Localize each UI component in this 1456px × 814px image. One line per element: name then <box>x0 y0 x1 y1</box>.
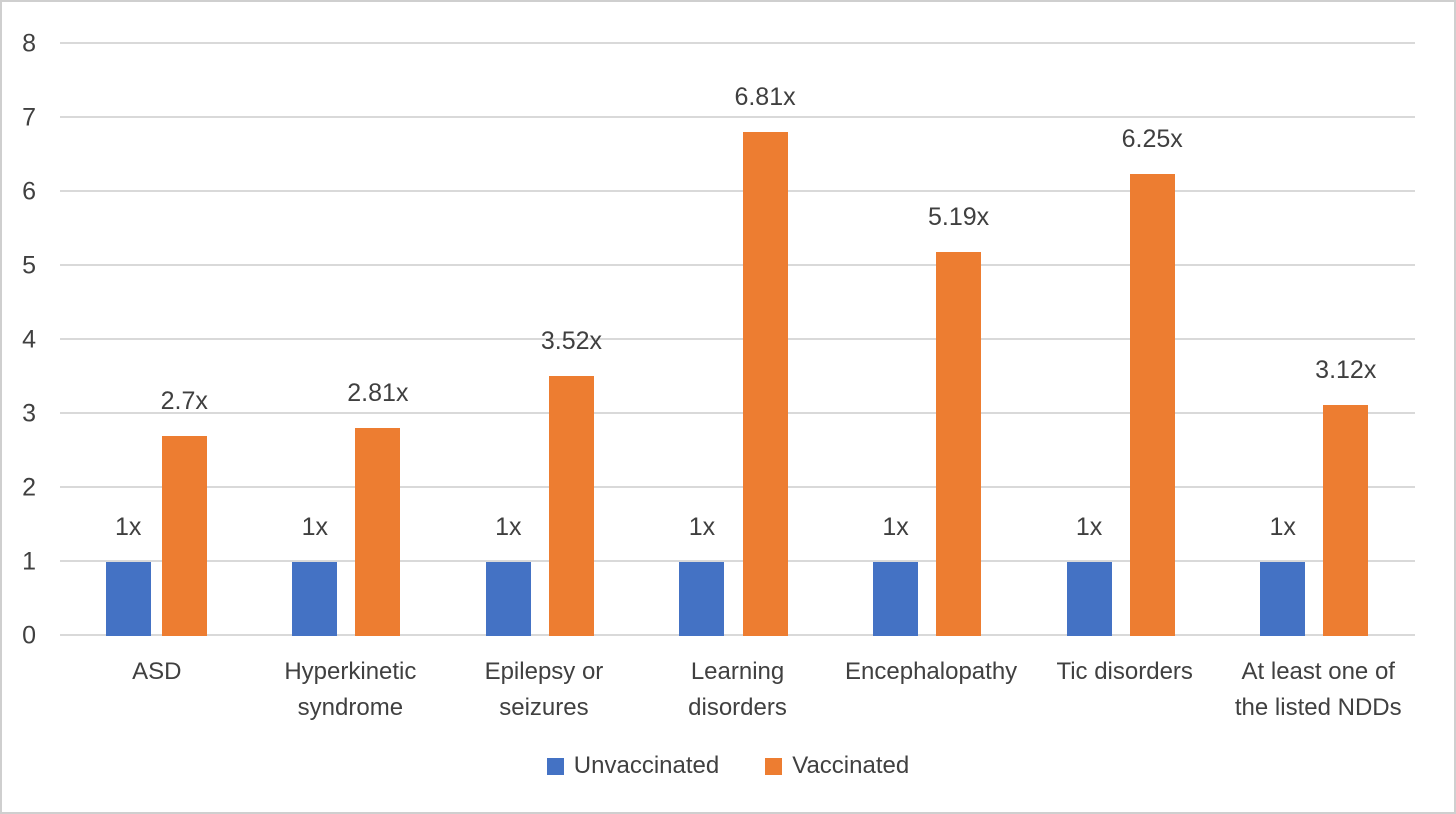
legend-swatch-icon <box>546 757 564 775</box>
data-label-unvaccinated-4: 1x <box>688 513 716 541</box>
data-label-vaccinated-7: 3.12x <box>1315 356 1377 385</box>
bar-unvaccinated-6 <box>1066 562 1112 636</box>
gridline-y-4 <box>60 338 1415 340</box>
bar-unvaccinated-4 <box>679 562 725 636</box>
x-axis-label-6: Tic disorders <box>1056 658 1193 685</box>
gridline-y-8 <box>60 42 1415 44</box>
y-tick-label-5: 5 <box>22 251 36 280</box>
x-axis-label-3: Epilepsy or seizures <box>484 658 604 721</box>
category-group-6: 1x 6.25x <box>1028 44 1222 636</box>
y-tick-label-1: 1 <box>22 547 36 576</box>
legend-label: Unvaccinated <box>573 752 720 779</box>
bar-unvaccinated-1 <box>105 562 151 636</box>
y-tick-label-3: 3 <box>22 399 36 428</box>
data-label-unvaccinated-5: 1x <box>882 513 909 541</box>
x-axis-label-2: Hyperkinetic syndrome <box>284 658 417 721</box>
data-label-unvaccinated-1: 1x <box>114 513 142 541</box>
bar-unvaccinated-3 <box>485 562 531 636</box>
bar-column-unvaccinated-1: 1x <box>105 44 151 636</box>
gridline-y-0 <box>60 634 1415 636</box>
bars-layer: 1x 2.7x 1x 2.81x 1x 3.52x 1x 6.81x 1x 5.19x 1x 6.25… <box>60 44 1415 636</box>
x-axis-label-4: Learning disorders <box>688 658 787 721</box>
x-axis-label-7: At least one of the listed NDDs <box>1234 658 1402 721</box>
bar-unvaccinated-5 <box>873 562 919 636</box>
legend-item-vaccinated: Vaccinated <box>765 754 909 778</box>
data-label-unvaccinated-3: 1x <box>495 513 522 541</box>
bar-vaccinated-4 <box>742 132 788 636</box>
bar-column-unvaccinated-4: 1x <box>679 44 725 636</box>
bar-vaccinated-3 <box>548 375 594 636</box>
bar-vaccinated-7 <box>1323 405 1369 636</box>
bar-column-vaccinated-5: 5.19x <box>928 44 989 636</box>
bar-unvaccinated-2 <box>292 562 338 636</box>
data-label-vaccinated-3: 3.52x <box>540 326 603 355</box>
gridline-y-2 <box>60 486 1415 488</box>
data-label-unvaccinated-2: 1x <box>301 513 328 541</box>
data-label-unvaccinated-6: 1x <box>1075 513 1103 541</box>
data-label-vaccinated-1: 2.7x <box>160 387 208 416</box>
bar-column-vaccinated-4: 6.81x <box>734 44 796 636</box>
legend: Unvaccinated Vaccinated <box>2 754 1454 778</box>
bar-column-unvaccinated-2: 1x <box>292 44 338 636</box>
bar-column-unvaccinated-3: 1x <box>485 44 531 636</box>
gridline-y-3 <box>60 412 1415 414</box>
bar-column-vaccinated-2: 2.81x <box>347 44 408 636</box>
bar-vaccinated-1 <box>161 436 207 636</box>
bar-column-unvaccinated-6: 1x <box>1066 44 1112 636</box>
bar-column-unvaccinated-7: 1x <box>1260 44 1306 636</box>
gridline-y-6 <box>60 190 1415 192</box>
gridlines-layer: 0 1 2 3 4 5 6 7 8 <box>22 31 1415 648</box>
category-group-4: 1x 6.81x <box>641 44 835 636</box>
bar-column-unvaccinated-5: 1x <box>873 44 919 636</box>
legend-label: Vaccinated <box>792 752 910 779</box>
data-label-vaccinated-4: 6.81x <box>734 83 796 112</box>
data-label-vaccinated-2: 2.81x <box>347 379 409 408</box>
bar-vaccinated-5 <box>936 251 982 636</box>
bar-column-vaccinated-1: 2.7x <box>161 44 208 636</box>
bar-vaccinated-6 <box>1129 173 1175 636</box>
category-group-3: 1x 3.52x <box>447 44 641 636</box>
gridline-y-1 <box>60 560 1415 562</box>
bar-column-vaccinated-6: 6.25x <box>1122 44 1183 636</box>
category-group-1: 1x 2.7x <box>60 44 254 636</box>
legend-swatch-icon <box>765 757 783 775</box>
data-label-unvaccinated-7: 1x <box>1269 513 1296 541</box>
data-label-vaccinated-5: 5.19x <box>928 202 990 231</box>
plot-area: 0 1 2 3 4 5 6 7 8 1x 2.7x 1x 2.81x 1x 3.52x 1x 6.81x 1x 5… <box>22 31 1415 648</box>
x-axis-label-1: ASD <box>132 658 182 685</box>
gridline-y-5 <box>60 264 1415 266</box>
gridline-y-7 <box>60 116 1415 118</box>
category-group-5: 1x 5.19x <box>834 44 1028 636</box>
y-tick-label-4: 4 <box>22 325 36 354</box>
y-tick-label-7: 7 <box>22 103 36 132</box>
y-tick-label-0: 0 <box>22 621 36 650</box>
bar-column-vaccinated-7: 3.12x <box>1315 44 1376 636</box>
x-axis-labels: ASD Hyperkinetic syndrome Epilepsy or seiz… <box>60 654 1415 726</box>
data-label-vaccinated-6: 6.25x <box>1121 124 1183 153</box>
y-tick-label-8: 8 <box>22 29 36 58</box>
bar-column-vaccinated-3: 3.52x <box>541 44 602 636</box>
category-group-7: 1x 3.12x <box>1221 44 1415 636</box>
category-group-2: 1x 2.81x <box>254 44 448 636</box>
bar-vaccinated-2 <box>355 428 401 636</box>
bar-unvaccinated-7 <box>1260 562 1306 636</box>
x-axis-label-5: Encephalopathy <box>845 658 1018 685</box>
y-tick-label-6: 6 <box>22 177 36 206</box>
y-tick-label-2: 2 <box>22 473 36 502</box>
legend-item-unvaccinated: Unvaccinated <box>546 752 720 779</box>
